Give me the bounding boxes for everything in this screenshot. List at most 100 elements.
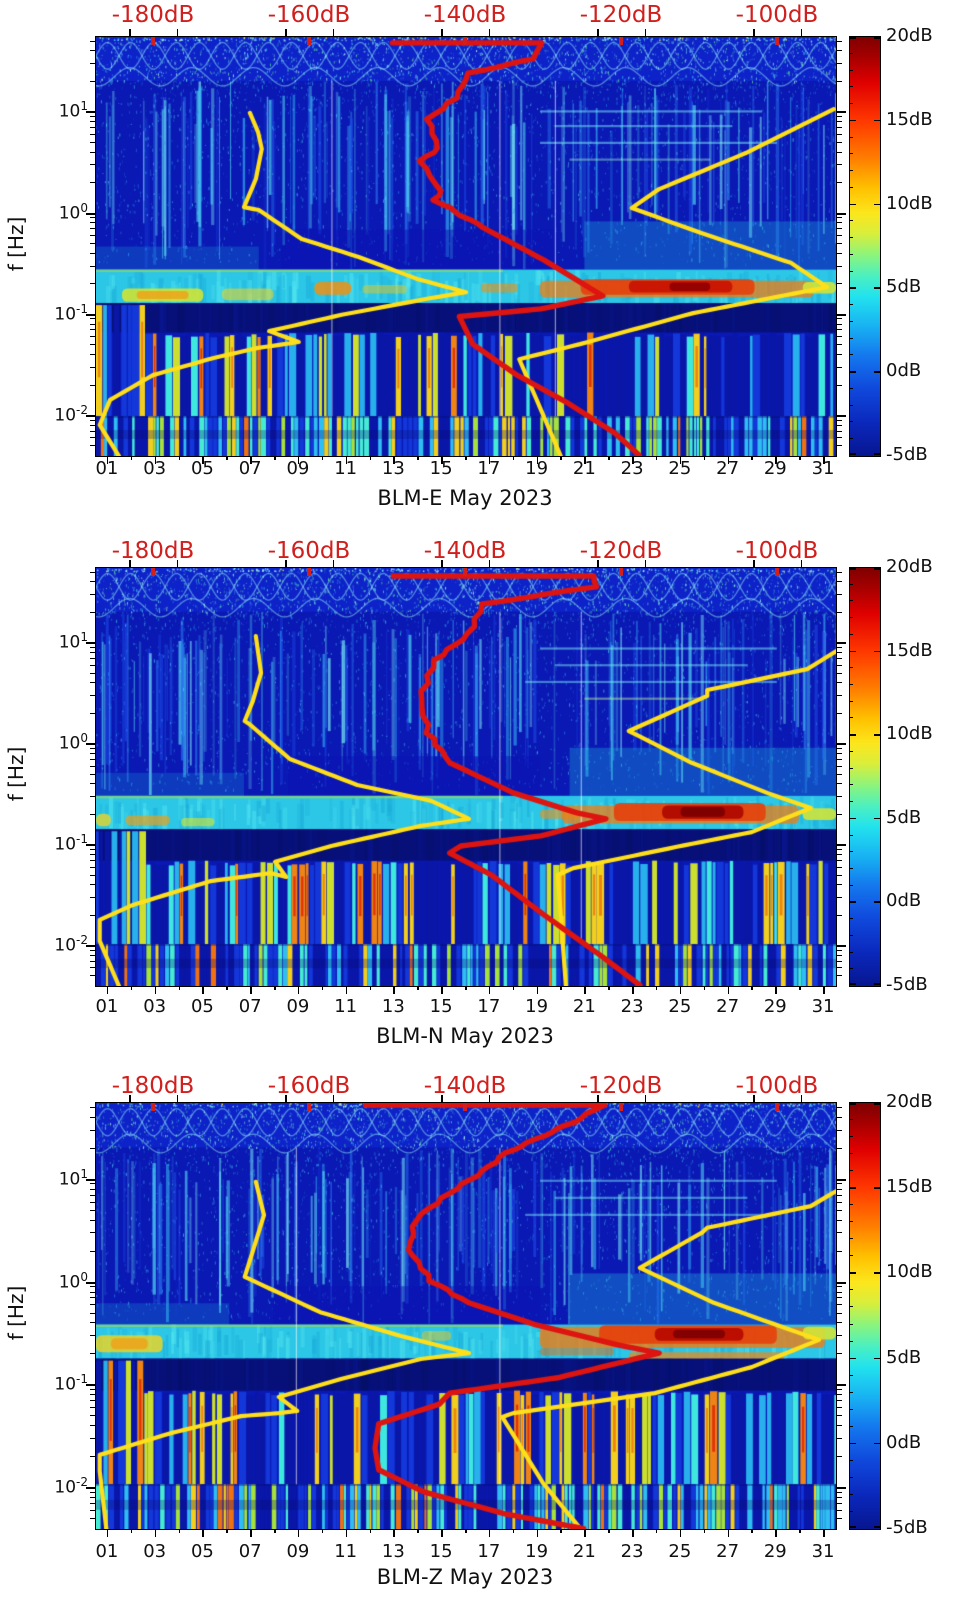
colorbar-major-tick-right — [874, 203, 880, 206]
colorbar-minor-tick — [850, 1306, 853, 1308]
x-tick-label: 31 — [811, 996, 835, 1017]
x-day-tick — [417, 986, 419, 990]
y-minor-tick — [90, 1147, 95, 1149]
x-day-tick — [751, 1529, 753, 1533]
y-minor-tick — [90, 318, 95, 320]
y-minor-tick — [90, 1297, 95, 1299]
top-axis-tick-label: -120dB — [579, 1073, 663, 1099]
x-day-tick — [465, 456, 467, 460]
x-tick-label: 29 — [763, 458, 787, 479]
colorbar-major-tick-right — [874, 1357, 880, 1360]
x-day-tick — [393, 986, 395, 994]
x-day-tick — [823, 1529, 825, 1537]
y-minor-tick — [90, 1250, 95, 1252]
top-axis-tick-label: -180dB — [111, 1073, 195, 1099]
colorbar-minor-tick — [850, 354, 853, 356]
y-minor-tick-right — [837, 1335, 842, 1337]
y-minor-tick-right — [837, 40, 842, 42]
x-tick-label: 29 — [763, 996, 787, 1017]
y-minor-tick — [90, 437, 95, 439]
top-axis-red-tick — [151, 1103, 156, 1111]
x-tick-label: 13 — [381, 1541, 405, 1562]
x-day-tick — [321, 1529, 324, 1533]
colorbar-tick-label: 20dB — [886, 556, 933, 577]
y-minor-tick-right — [837, 1232, 842, 1234]
x-day-tick — [608, 986, 610, 990]
x-day-tick — [250, 986, 252, 994]
y-tick-label: 10-2 — [54, 1475, 88, 1498]
x-day-tick — [775, 986, 777, 994]
y-minor-tick — [90, 1335, 95, 1337]
x-day-tick — [178, 986, 181, 990]
panel-title-blm-e: BLM-E May 2023 — [377, 486, 553, 510]
top-axis-minor-tick — [488, 29, 491, 36]
top-axis-red-tick — [151, 568, 156, 576]
x-day-tick — [202, 986, 204, 994]
y-minor-tick-right — [837, 1183, 842, 1185]
colorbar-major-tick-right — [874, 371, 880, 373]
x-day-tick — [297, 456, 300, 464]
top-axis-red-tick — [774, 1103, 779, 1111]
spectrogram-canvas-blm-z — [96, 1103, 836, 1529]
colorbar-minor-tick — [850, 337, 853, 339]
colorbar-tick-label: 0dB — [886, 360, 922, 382]
x-tick-label: 15 — [429, 1541, 453, 1562]
x-tick-label: 27 — [716, 1541, 740, 1562]
y-minor-tick-right — [837, 960, 842, 962]
y-minor-tick — [90, 164, 95, 166]
x-day-tick — [632, 456, 634, 464]
x-tick-label: 05 — [190, 996, 214, 1017]
top-axis-red-tick — [618, 37, 623, 45]
colorbar-major-tick — [850, 650, 856, 653]
y-minor-tick-right — [837, 712, 842, 714]
y-minor-tick-right — [837, 283, 842, 285]
y-minor-tick — [90, 366, 95, 368]
y-minor-tick — [90, 151, 95, 153]
x-day-tick — [775, 456, 777, 464]
y-minor-tick — [90, 235, 95, 237]
y-minor-tick-right — [837, 121, 842, 123]
y-minor-tick-right — [837, 646, 842, 648]
y-minor-tick — [90, 695, 95, 697]
colorbar-tick-label: 5dB — [886, 806, 922, 828]
colorbar-major-tick — [850, 568, 856, 570]
y-minor-tick — [90, 283, 95, 285]
y-minor-tick-right — [837, 366, 842, 368]
colorbar-tick-label: 5dB — [886, 276, 922, 298]
x-day-tick — [106, 456, 109, 464]
y-minor-tick — [90, 765, 95, 767]
y-major-tick — [86, 414, 95, 417]
top-axis-minor-tick — [597, 560, 599, 567]
y-major-tick-right — [837, 1487, 846, 1490]
y-axis-label: f [Hz] — [4, 1285, 28, 1341]
spectrogram-canvas-blm-n — [96, 568, 836, 986]
y-minor-tick-right — [837, 318, 842, 320]
x-tick-label: 25 — [668, 458, 692, 479]
colorbar-minor-tick — [850, 86, 853, 88]
y-minor-tick — [90, 1353, 95, 1355]
top-axis-minor-tick — [285, 560, 287, 567]
colorbar-major-tick-right — [874, 119, 880, 122]
y-minor-tick-right — [837, 773, 842, 775]
colorbar-minor-tick — [850, 1425, 853, 1427]
x-day-tick — [226, 1529, 228, 1533]
x-day-tick — [536, 986, 539, 994]
y-minor-tick-right — [837, 182, 842, 184]
top-axis-minor-tick — [800, 29, 803, 36]
top-axis-tick-label: -120dB — [579, 538, 663, 564]
x-day-tick — [130, 1529, 133, 1533]
y-minor-tick — [90, 1304, 95, 1306]
x-day-tick — [106, 1529, 109, 1537]
x-day-tick — [536, 456, 539, 464]
x-day-tick — [679, 1529, 682, 1537]
x-tick-label: 17 — [477, 1541, 501, 1562]
x-day-tick — [703, 986, 706, 990]
x-day-tick — [608, 1529, 610, 1533]
x-day-tick — [655, 986, 658, 990]
y-minor-tick — [90, 265, 95, 267]
top-axis-minor-tick — [488, 560, 491, 567]
x-tick-label: 03 — [143, 996, 167, 1017]
colorbar-minor-tick — [850, 1459, 853, 1461]
x-day-tick — [297, 1529, 300, 1537]
x-day-tick — [512, 986, 515, 990]
